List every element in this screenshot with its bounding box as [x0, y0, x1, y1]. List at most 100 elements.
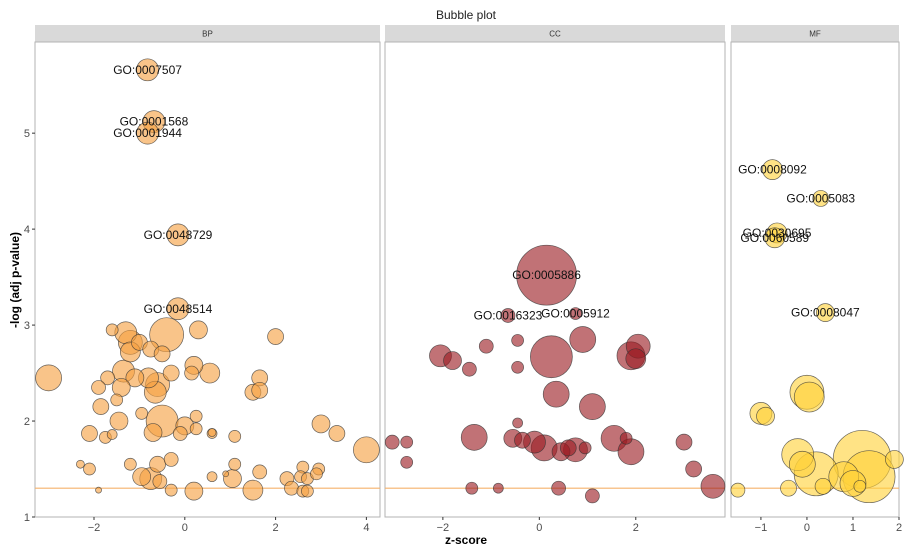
y-tick-label-4: 5 [24, 128, 30, 140]
point-bp-50 [252, 464, 268, 480]
y-tick-label-0: 1 [24, 512, 30, 524]
x-tick-label-bp-1: 0 [182, 522, 188, 534]
point-go-0005886 [516, 244, 577, 306]
point-bp-44 [76, 459, 85, 469]
point-bp-2 [105, 323, 119, 337]
point-cc-11 [542, 380, 570, 408]
point-bp-34 [81, 425, 98, 442]
point-go-0048514 [166, 297, 190, 321]
strip-label-bp: BP [202, 30, 213, 39]
point-cc-10 [625, 348, 647, 370]
point-bp-69 [222, 470, 230, 478]
plot-area-bp [34, 41, 381, 518]
point-mf-14 [853, 479, 867, 493]
x-tick-label-mf-0: −1 [755, 522, 768, 534]
point-bp-28 [109, 411, 129, 431]
go-label-go-0048514: GO:0048514 [144, 302, 213, 316]
points-bp [35, 58, 380, 501]
point-bp-37 [143, 423, 163, 442]
point-go-0048729 [166, 223, 190, 247]
point-bp-60 [206, 471, 218, 483]
point-bp-29 [135, 407, 149, 420]
point-bp-10 [153, 345, 171, 363]
point-cc-6 [530, 335, 573, 379]
x-tick-label-mf-2: 1 [850, 522, 856, 534]
point-mf-15 [885, 450, 904, 469]
go-label-go-0001568: GO:0001568 [120, 115, 189, 129]
point-bp-47 [149, 455, 166, 473]
point-cc-35 [700, 473, 726, 499]
strip-label-cc: CC [549, 30, 561, 39]
x-axis-title: z-score [445, 533, 487, 547]
strip-cc [385, 25, 725, 42]
y-tick-label-3: 4 [24, 224, 30, 236]
point-cc-18 [512, 417, 523, 429]
point-bp-68 [301, 484, 314, 498]
go-label-go-0060589: GO:0060589 [740, 231, 809, 245]
point-bp-26 [251, 381, 269, 399]
point-bp-12 [199, 362, 221, 384]
point-go-0001944 [136, 121, 159, 145]
point-bp-19 [184, 365, 199, 381]
go-label-go-0030695: GO:0030695 [743, 226, 812, 240]
point-bp-62 [164, 483, 178, 497]
point-bp-59 [152, 474, 168, 489]
y-tick-label-1: 2 [24, 416, 30, 428]
y-axis-title: -log (adj p-value) [8, 232, 22, 328]
point-bp-7 [189, 320, 208, 340]
point-go-0008092 [762, 159, 783, 180]
point-cc-19 [514, 431, 531, 449]
go-label-go-0005886: GO:0005886 [512, 268, 581, 282]
point-bp-45 [83, 462, 96, 476]
point-bp-49 [228, 457, 242, 471]
point-bp-15 [125, 368, 145, 388]
point-mf-1 [793, 381, 825, 413]
point-cc-27 [619, 431, 633, 445]
x-tick-label-bp-2: 2 [273, 522, 279, 534]
point-bp-24 [110, 393, 124, 407]
point-bp-8 [267, 328, 284, 345]
point-mf-13 [814, 477, 832, 495]
point-bp-64 [242, 479, 264, 501]
go-label-go-0008047: GO:0008047 [791, 306, 860, 320]
point-mf-3 [756, 406, 775, 426]
strip-mf [731, 25, 899, 42]
go-label-go-0008092: GO:0008092 [738, 163, 807, 177]
x-ticks-mf: −1 0 1 2 [755, 517, 902, 534]
x-tick-label-cc-2: 2 [633, 522, 639, 534]
point-go-0008047 [816, 303, 835, 322]
point-go-0060589 [764, 227, 786, 249]
point-bp-31 [189, 409, 203, 423]
point-bp-27 [92, 398, 110, 415]
go-label-go-0005912: GO:0005912 [541, 307, 610, 321]
point-cc-4 [511, 334, 524, 347]
labels-mf: GO:0008092 GO:0005083 GO:0030695GO:0060589… [738, 163, 860, 320]
point-bp-48 [163, 452, 179, 467]
point-go-0005912 [569, 307, 582, 320]
point-bp-22 [111, 378, 131, 397]
point-cc-23 [559, 439, 577, 457]
strip-label-mf: MF [809, 30, 821, 39]
point-cc-34 [585, 488, 600, 504]
point-bp-18 [162, 364, 180, 382]
point-bp-63 [184, 481, 204, 501]
point-cc-7 [569, 326, 597, 353]
go-label-go-0005083: GO:0005083 [786, 191, 855, 205]
point-bp-46 [123, 457, 137, 471]
point-go-0016323 [500, 308, 516, 323]
point-bp-66 [284, 480, 299, 496]
point-bp-36 [106, 429, 118, 440]
point-cc-3 [462, 361, 477, 377]
point-bp-41 [228, 430, 242, 443]
go-label-go-0001944: GO:0001944 [113, 126, 182, 140]
go-label-go-0048729: GO:0048729 [144, 228, 213, 242]
point-mf-5 [788, 450, 816, 478]
points-mf [730, 159, 904, 504]
go-label-go-0007507: GO:0007507 [113, 63, 182, 77]
x-tick-label-bp-3: 4 [363, 522, 369, 534]
points-cc [384, 244, 726, 504]
